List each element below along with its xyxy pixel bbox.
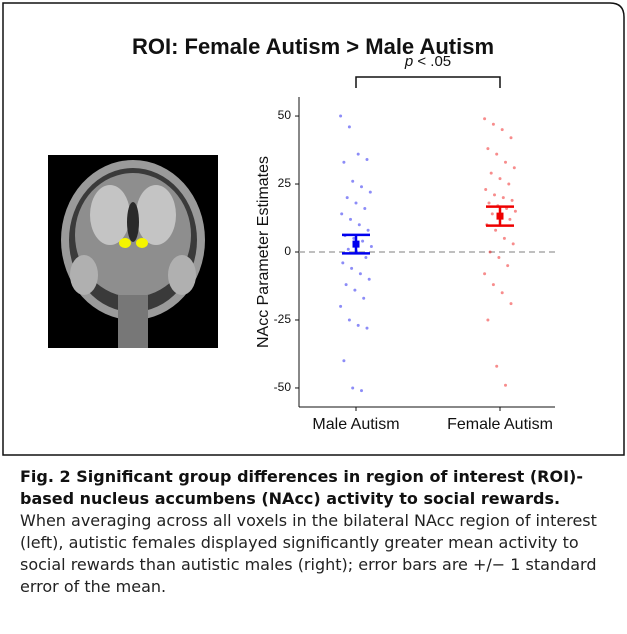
data-point (499, 177, 502, 180)
data-point (511, 199, 514, 202)
caption: Fig. 2 Significant group differences in … (20, 466, 615, 598)
data-point (486, 147, 489, 150)
data-point (504, 384, 507, 387)
data-point (512, 242, 515, 245)
data-point (503, 237, 506, 240)
data-point (359, 272, 362, 275)
data-point (363, 207, 366, 210)
data-point (502, 196, 505, 199)
data-point (368, 278, 371, 281)
caption-text: When averaging across all voxels in the … (20, 511, 597, 596)
data-point (341, 261, 344, 264)
brain-image (48, 155, 218, 348)
data-point (353, 289, 356, 292)
data-point (492, 123, 495, 126)
data-point (360, 185, 363, 188)
data-point (513, 166, 516, 169)
data-point (494, 229, 497, 232)
data-point (366, 327, 369, 330)
data-point (366, 158, 369, 161)
data-point (493, 193, 496, 196)
data-point (361, 240, 364, 243)
y-tick-label: -50 (274, 380, 292, 394)
data-point (506, 264, 509, 267)
data-point (501, 128, 504, 131)
data-point (507, 183, 510, 186)
data-point (495, 153, 498, 156)
data-point (510, 302, 513, 305)
data-point (342, 359, 345, 362)
y-tick-label: -25 (274, 312, 292, 326)
data-point (484, 188, 487, 191)
mean-point (497, 213, 504, 220)
data-point (342, 161, 345, 164)
data-point (508, 218, 511, 221)
data-point (489, 251, 492, 254)
data-point (350, 267, 353, 270)
y-tick-label: 0 (284, 244, 291, 258)
data-point (514, 210, 517, 213)
data-point (504, 161, 507, 164)
figure: ROI: Female Autism > Male Autism NAcc Pa… (0, 0, 627, 634)
data-point (339, 115, 342, 118)
data-point (358, 223, 361, 226)
y-tick-label: 50 (278, 108, 292, 122)
data-point (348, 125, 351, 128)
data-point (370, 245, 373, 248)
caption-label: Fig. 2 (20, 467, 71, 486)
data-point (357, 153, 360, 156)
data-point (351, 180, 354, 183)
data-point (510, 136, 513, 139)
data-point (490, 172, 493, 175)
data-point (351, 386, 354, 389)
data-point (495, 365, 498, 368)
data-point (486, 318, 489, 321)
data-point (355, 202, 358, 205)
data-point (357, 324, 360, 327)
data-point (360, 389, 363, 392)
data-point (347, 248, 350, 251)
y-tick-label: 25 (278, 176, 292, 190)
data-point (488, 202, 491, 205)
data-point (492, 283, 495, 286)
data-point (364, 256, 367, 259)
data-point (339, 305, 342, 308)
annotation: p < .05 (404, 53, 451, 70)
caption-title: Significant group differences in region … (20, 467, 583, 508)
data-point (483, 272, 486, 275)
data-point (497, 256, 500, 259)
significance-bracket (356, 77, 500, 88)
chart: ROI: Female Autism > Male Autism NAcc Pa… (0, 0, 627, 460)
mean-point (353, 241, 360, 248)
data-point (483, 117, 486, 120)
y-axis-label: NAcc Parameter Estimates (255, 156, 272, 348)
data-point (349, 218, 352, 221)
annotation-text: < .05 (413, 53, 451, 70)
data-point (362, 297, 365, 300)
data-point (367, 229, 370, 232)
data-point (346, 196, 349, 199)
data-point (369, 191, 372, 194)
data-point (348, 318, 351, 321)
annotation-symbol: p (404, 53, 413, 70)
data-point (345, 283, 348, 286)
data-point (491, 212, 494, 215)
data-point (501, 291, 504, 294)
x-tick-label: Male Autism (312, 416, 399, 433)
data-point (340, 212, 343, 215)
x-tick-label: Female Autism (447, 416, 553, 433)
